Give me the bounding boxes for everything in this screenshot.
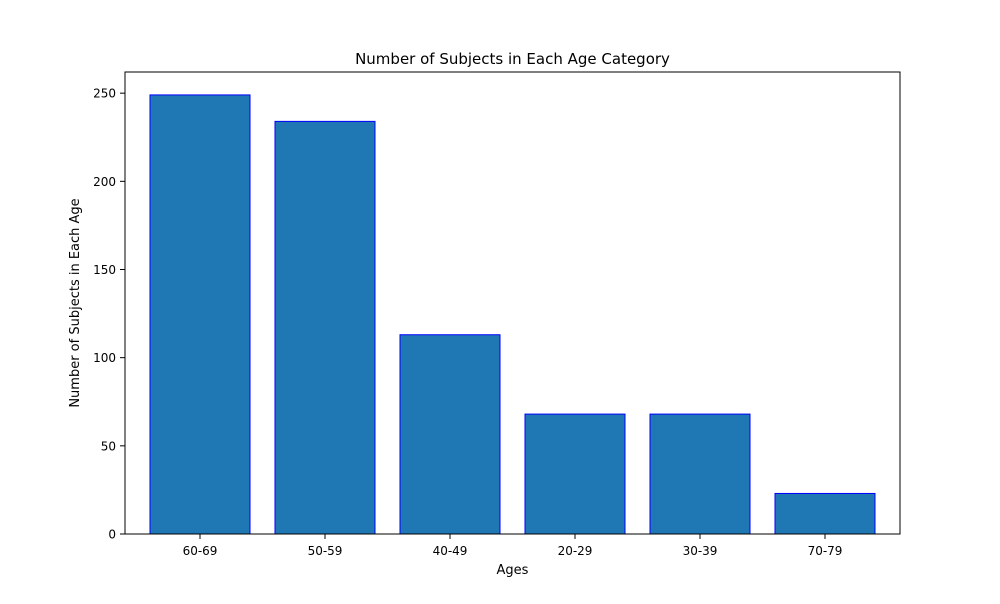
plot-frame <box>124 71 901 535</box>
x-axis-label: Ages <box>497 563 529 578</box>
y-tick-label: 200 <box>93 175 116 189</box>
y-axis-ticks: 0 50 100 150 200 250 <box>93 87 125 542</box>
y-tick-label: 150 <box>93 263 116 277</box>
y-tick-label: 50 <box>101 439 116 453</box>
x-tick-label: 60-69 <box>183 544 218 558</box>
bar-60-69 <box>149 94 251 535</box>
bar-20-29 <box>524 413 626 535</box>
y-tick-label: 250 <box>93 87 116 101</box>
bar-70-79 <box>774 492 876 535</box>
y-axis-label: Number of Subjects in Each Age <box>68 198 83 407</box>
y-tick-label: 100 <box>93 351 116 365</box>
x-tick-label: 40-49 <box>433 544 468 558</box>
chart-title: Number of Subjects in Each Age Category <box>355 50 670 68</box>
bar-40-49 <box>399 334 501 535</box>
bar-50-59 <box>274 120 376 535</box>
x-tick-label: 70-79 <box>808 544 843 558</box>
x-tick-label: 20-29 <box>558 544 593 558</box>
bars-group <box>149 94 876 535</box>
y-tick-label: 0 <box>108 528 116 542</box>
x-tick-label: 30-39 <box>683 544 718 558</box>
x-tick-label: 50-59 <box>308 544 343 558</box>
x-axis-ticks: 60-69 50-59 40-49 20-29 30-39 70-79 <box>183 534 843 558</box>
bar-30-39 <box>649 413 751 535</box>
